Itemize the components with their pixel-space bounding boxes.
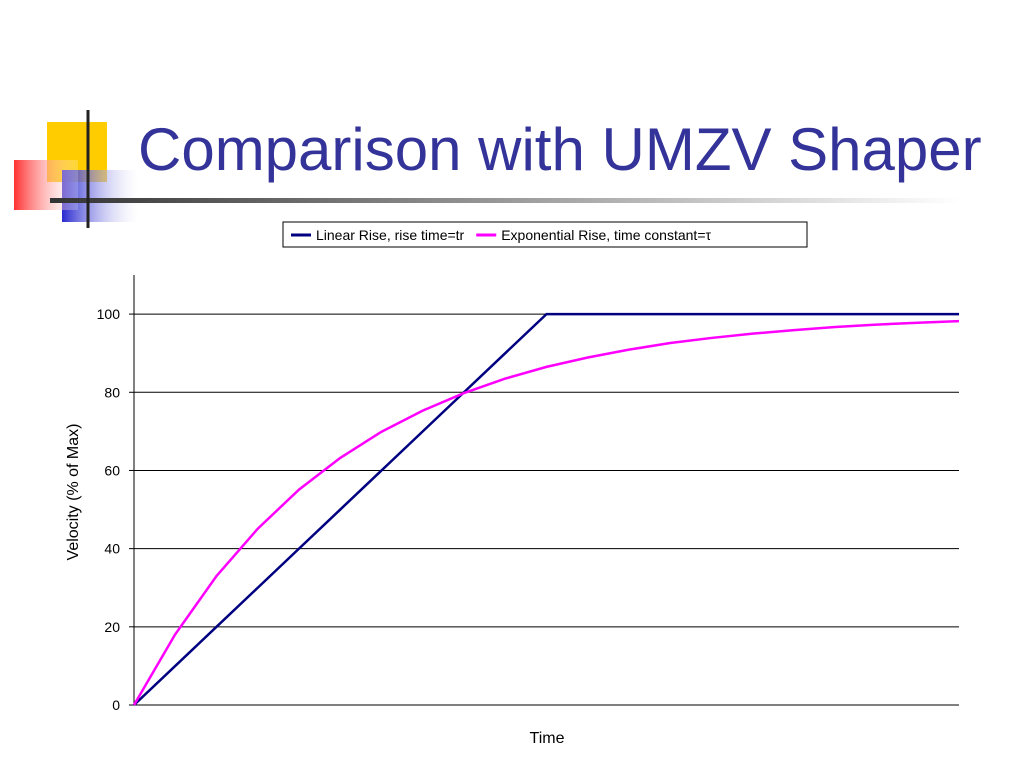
legend-label: Exponential Rise, time constant=τ	[501, 227, 711, 243]
slide-title: Comparison with UMZV Shaper	[138, 116, 982, 183]
series-line	[133, 312, 959, 706]
y-axis-label: Velocity (% of Max)	[65, 424, 82, 561]
y-tick-label: 80	[104, 384, 120, 400]
deco-rule	[50, 198, 960, 203]
x-axis-label: Time	[530, 730, 565, 747]
series-line	[132, 319, 960, 706]
y-tick-label: 60	[104, 462, 120, 478]
legend-label: Linear Rise, rise time=tr	[316, 227, 465, 243]
legend-box	[282, 221, 808, 248]
y-tick-label: 100	[97, 306, 121, 322]
y-tick-label: 0	[112, 697, 120, 713]
y-tick-label: 40	[104, 541, 120, 557]
y-tick-label: 20	[104, 619, 120, 635]
